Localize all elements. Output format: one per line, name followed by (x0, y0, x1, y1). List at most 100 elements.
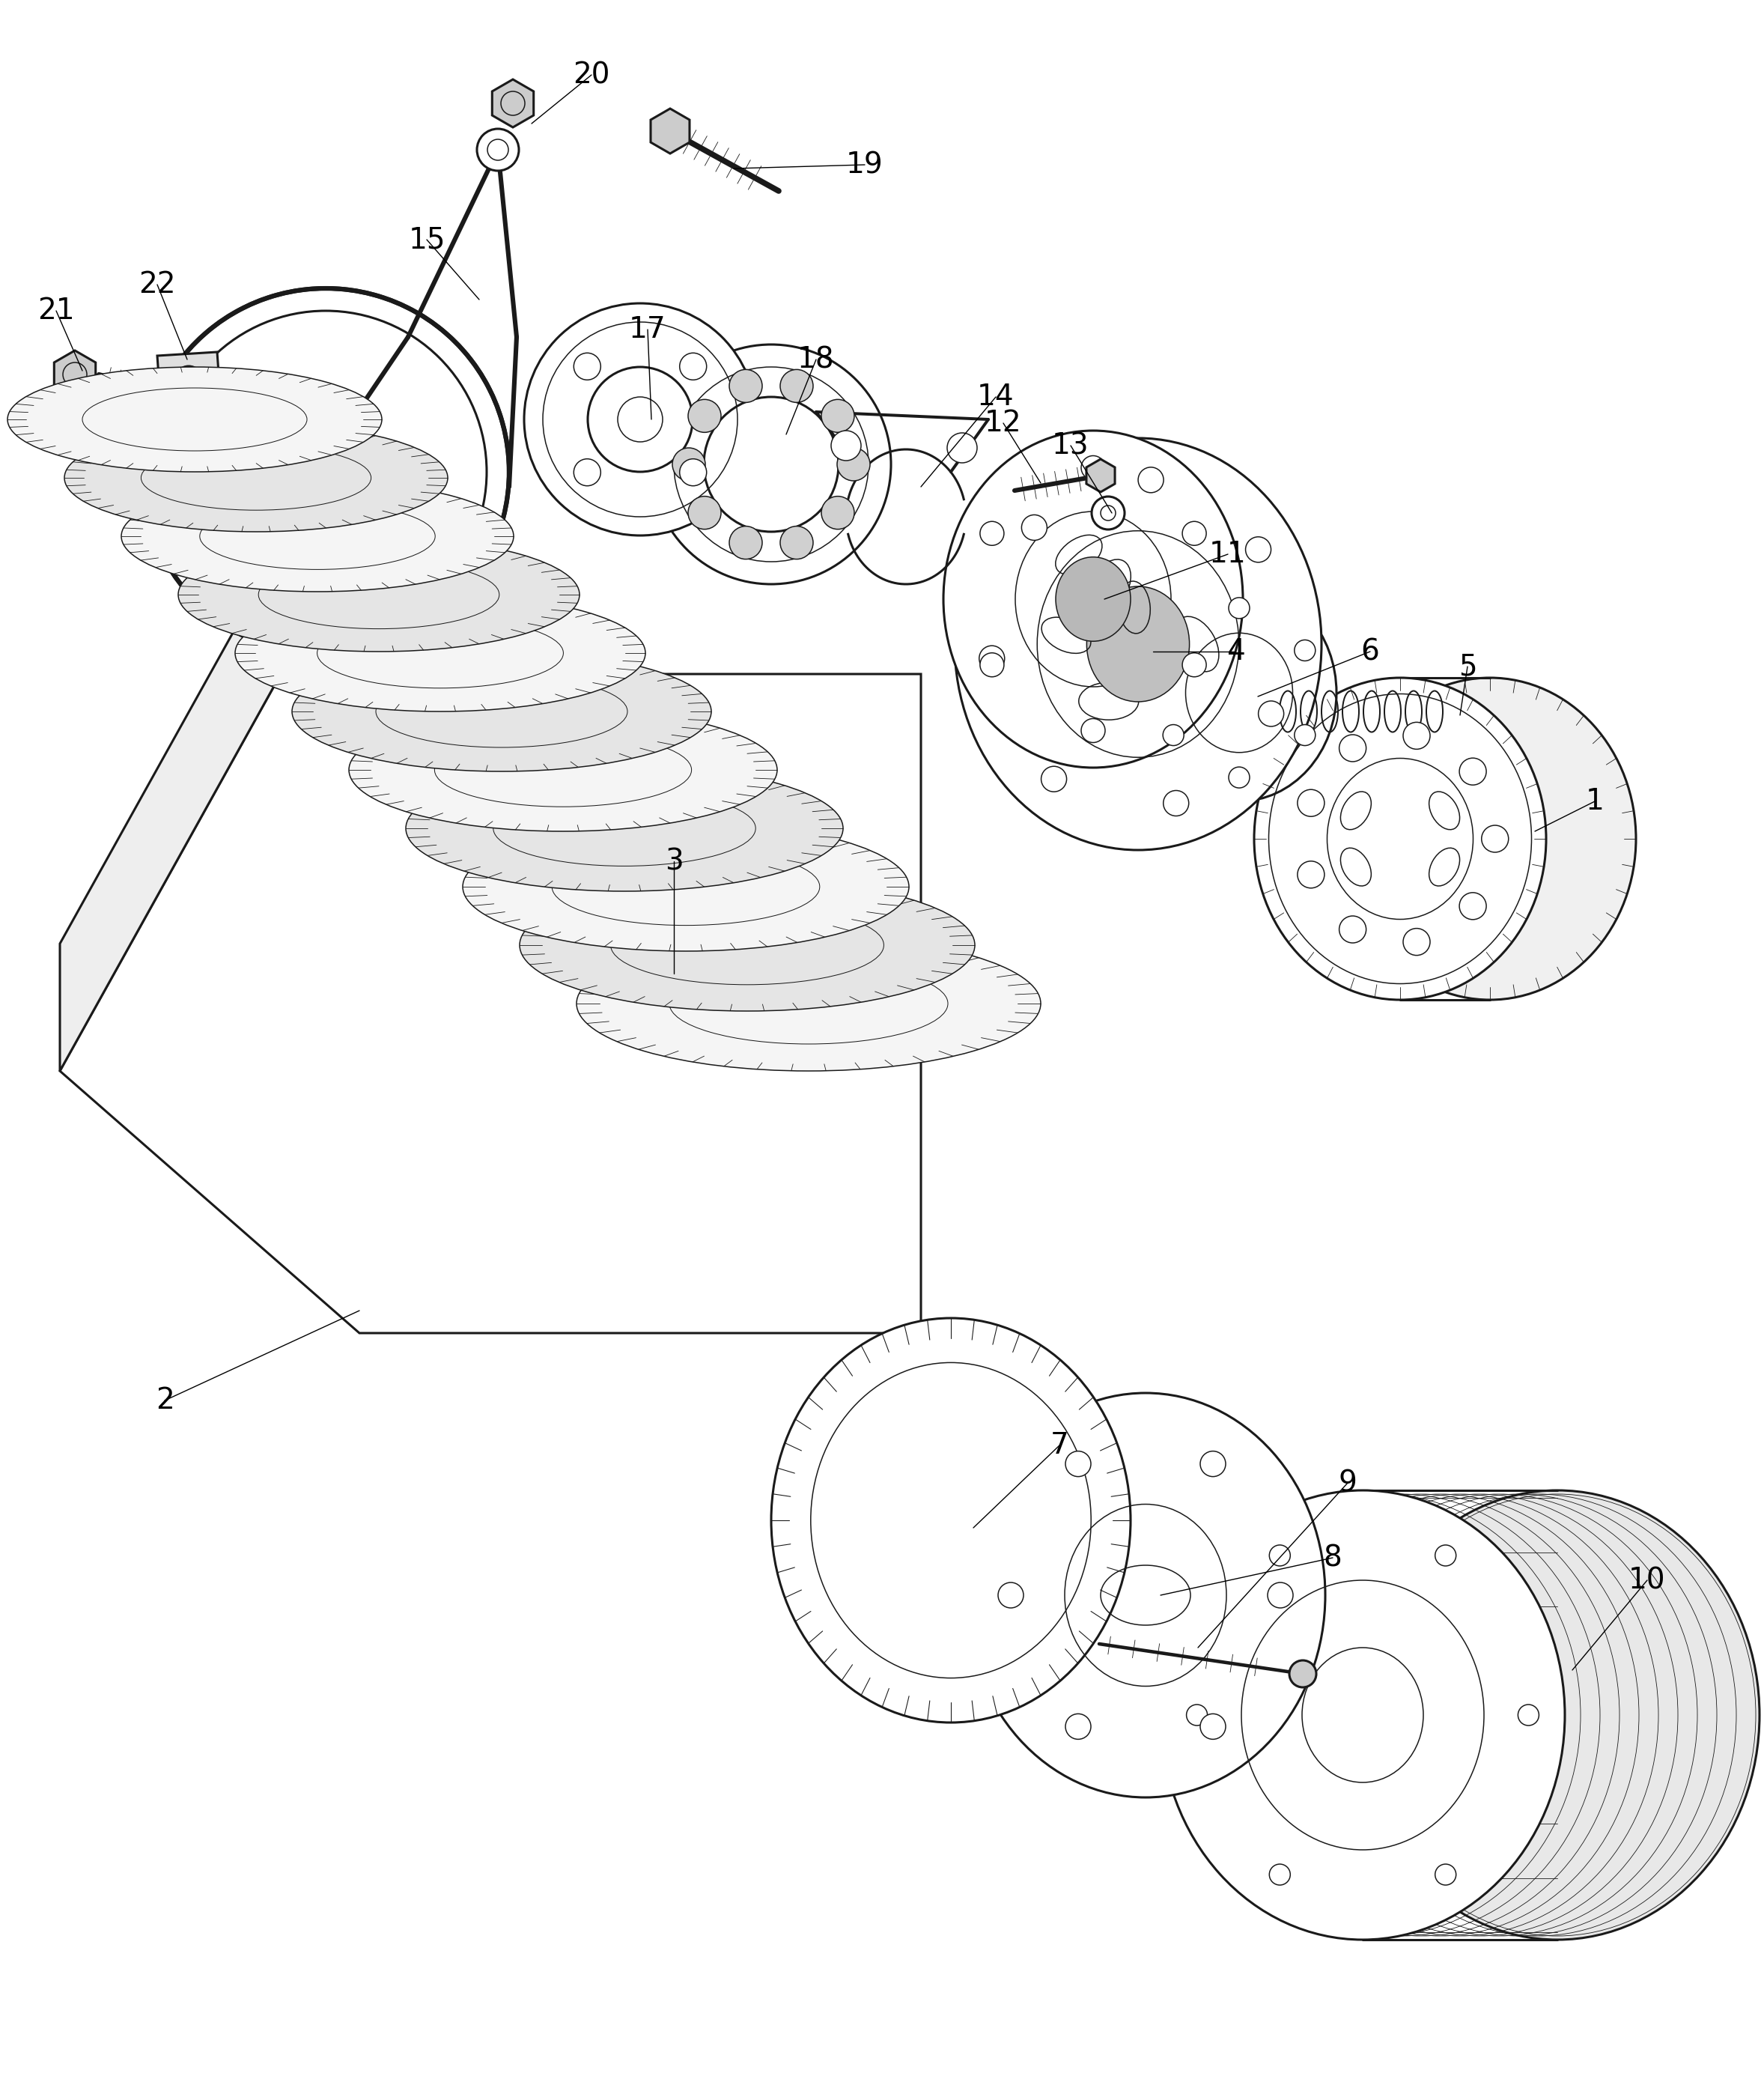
Circle shape (838, 448, 870, 481)
Circle shape (1339, 735, 1365, 762)
Ellipse shape (7, 366, 381, 473)
Ellipse shape (1141, 585, 1337, 802)
Polygon shape (60, 675, 921, 1332)
Ellipse shape (178, 537, 580, 652)
Circle shape (1459, 893, 1487, 920)
Circle shape (1289, 1659, 1316, 1686)
Ellipse shape (520, 879, 975, 1012)
Circle shape (704, 398, 838, 531)
Circle shape (1041, 766, 1067, 791)
Ellipse shape (293, 652, 711, 772)
Circle shape (1298, 789, 1325, 816)
Circle shape (822, 496, 854, 529)
Text: 10: 10 (1628, 1566, 1665, 1595)
Circle shape (1295, 725, 1316, 745)
Circle shape (1436, 1545, 1455, 1566)
Circle shape (1138, 466, 1164, 493)
Text: 4: 4 (1226, 637, 1245, 666)
Circle shape (175, 366, 203, 393)
Circle shape (1200, 1451, 1226, 1476)
Circle shape (1092, 496, 1125, 529)
Text: 20: 20 (573, 60, 610, 90)
Circle shape (822, 400, 854, 433)
Circle shape (1065, 1713, 1090, 1738)
Circle shape (1268, 1582, 1293, 1607)
Polygon shape (157, 352, 220, 408)
Text: 5: 5 (1459, 652, 1476, 681)
Ellipse shape (462, 822, 908, 951)
Circle shape (729, 527, 762, 560)
Circle shape (1245, 537, 1272, 562)
Circle shape (672, 448, 706, 481)
Text: 16: 16 (263, 543, 300, 573)
Circle shape (1295, 639, 1316, 660)
Circle shape (1270, 1545, 1289, 1566)
Ellipse shape (1355, 1491, 1759, 1940)
Text: 21: 21 (37, 296, 74, 325)
Circle shape (679, 458, 707, 485)
Ellipse shape (1055, 558, 1131, 641)
Ellipse shape (1161, 1491, 1565, 1940)
Text: 18: 18 (797, 346, 834, 373)
Ellipse shape (944, 431, 1244, 768)
Circle shape (780, 527, 813, 560)
Ellipse shape (967, 1393, 1325, 1797)
Circle shape (1230, 766, 1249, 787)
Circle shape (688, 496, 721, 529)
Ellipse shape (235, 595, 646, 712)
Circle shape (1339, 916, 1365, 943)
Circle shape (1298, 862, 1325, 889)
Circle shape (651, 344, 891, 585)
Circle shape (1081, 718, 1104, 743)
Circle shape (573, 458, 602, 485)
Circle shape (1182, 520, 1207, 545)
Circle shape (979, 645, 1005, 670)
Circle shape (981, 520, 1004, 545)
Ellipse shape (771, 1318, 1131, 1722)
Circle shape (1482, 824, 1508, 852)
Circle shape (1187, 1705, 1207, 1726)
Circle shape (1182, 654, 1207, 677)
Polygon shape (300, 648, 351, 693)
Circle shape (1081, 456, 1104, 479)
Ellipse shape (1087, 587, 1189, 702)
Circle shape (1230, 598, 1249, 618)
Text: 15: 15 (407, 225, 445, 254)
Ellipse shape (122, 481, 513, 591)
Text: 13: 13 (1051, 431, 1088, 460)
Ellipse shape (65, 425, 448, 531)
Circle shape (1162, 791, 1189, 816)
Text: 2: 2 (155, 1387, 175, 1414)
Circle shape (1519, 1705, 1538, 1726)
Ellipse shape (406, 766, 843, 891)
Text: 3: 3 (665, 847, 683, 877)
Circle shape (524, 304, 757, 535)
Text: 6: 6 (1360, 637, 1379, 666)
Text: 9: 9 (1339, 1468, 1357, 1497)
Text: 22: 22 (139, 271, 176, 300)
Text: 14: 14 (977, 383, 1014, 410)
Text: 12: 12 (984, 408, 1021, 437)
Polygon shape (1087, 460, 1115, 491)
Text: 11: 11 (1210, 539, 1247, 568)
Circle shape (1258, 702, 1284, 727)
Ellipse shape (1344, 679, 1635, 999)
Polygon shape (651, 108, 690, 154)
Text: 17: 17 (630, 314, 667, 344)
Circle shape (1162, 725, 1184, 745)
Ellipse shape (349, 708, 778, 831)
Circle shape (1162, 639, 1184, 660)
Circle shape (1200, 1713, 1226, 1738)
Circle shape (309, 658, 342, 691)
Ellipse shape (577, 937, 1041, 1070)
Text: 8: 8 (1323, 1543, 1342, 1572)
Text: 7: 7 (1050, 1430, 1069, 1459)
Text: 1: 1 (1586, 787, 1603, 816)
Text: 19: 19 (847, 150, 884, 179)
Circle shape (981, 654, 1004, 677)
Circle shape (476, 129, 519, 171)
Circle shape (831, 431, 861, 460)
Circle shape (573, 354, 602, 379)
Circle shape (947, 433, 977, 462)
Ellipse shape (954, 437, 1321, 849)
